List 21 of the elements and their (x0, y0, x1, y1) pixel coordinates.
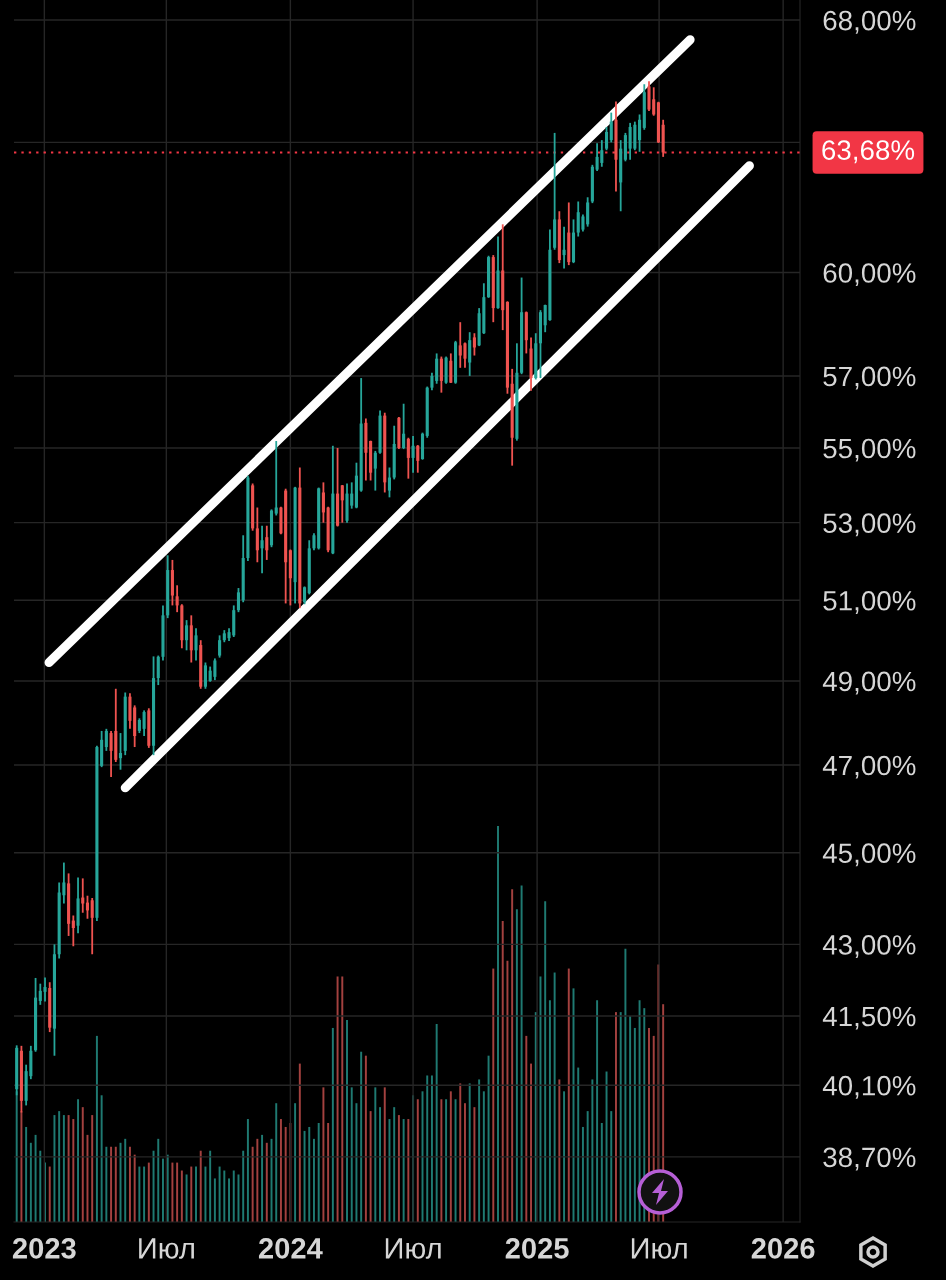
y-tick-label: 38,70% (823, 1147, 916, 1171)
y-tick-label: 43,00% (822, 935, 916, 958)
x-tick-label: Июл (385, 1238, 441, 1259)
y-tick-label: 57,00% (823, 366, 916, 390)
y-tick-label: 60,00% (823, 263, 916, 287)
y-tick-label: 47,00% (822, 755, 916, 779)
y-tick-label: 40,10% (822, 1075, 916, 1099)
ref-line-label: 63,68% (822, 140, 915, 164)
y-tick-label: 68,00% (823, 10, 916, 34)
y-tick-label: 51,00% (823, 590, 916, 614)
x-tick-label: Июл (631, 1238, 687, 1259)
y-tick-label: 49,00% (822, 671, 916, 695)
y-tick-label: 53,00% (823, 513, 916, 537)
y-tick-label: 41,50% (822, 1006, 916, 1030)
y-tick-label: 55,00% (823, 438, 916, 462)
x-tick-label: 2025 (505, 1238, 569, 1259)
x-tick-label: 2023 (12, 1238, 76, 1259)
y-tick-label: 45,00% (822, 843, 916, 867)
x-tick-label: 2026 (751, 1238, 815, 1259)
x-tick-label: 2024 (258, 1238, 323, 1259)
x-tick-label: Июл (139, 1238, 194, 1259)
